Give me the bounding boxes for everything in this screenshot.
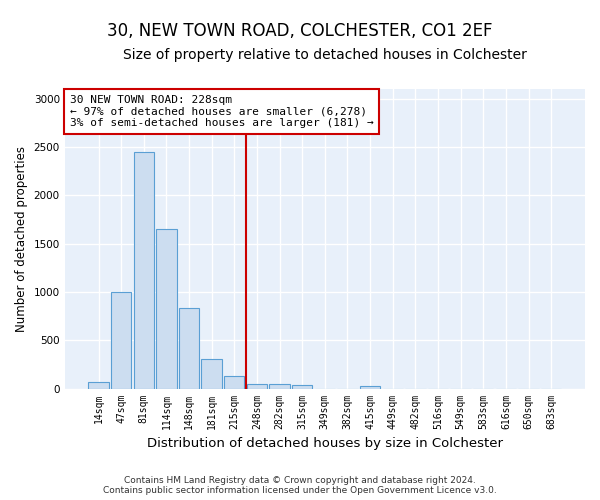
Bar — [88, 382, 109, 388]
Bar — [269, 384, 290, 388]
Text: Contains HM Land Registry data © Crown copyright and database right 2024.
Contai: Contains HM Land Registry data © Crown c… — [103, 476, 497, 495]
Bar — [156, 229, 176, 388]
Y-axis label: Number of detached properties: Number of detached properties — [15, 146, 28, 332]
Bar — [292, 384, 313, 388]
Bar — [179, 308, 199, 388]
Bar — [111, 292, 131, 388]
Bar — [202, 358, 222, 388]
Bar — [224, 376, 244, 388]
Text: 30, NEW TOWN ROAD, COLCHESTER, CO1 2EF: 30, NEW TOWN ROAD, COLCHESTER, CO1 2EF — [107, 22, 493, 40]
Title: Size of property relative to detached houses in Colchester: Size of property relative to detached ho… — [123, 48, 527, 62]
Bar — [134, 152, 154, 388]
Text: 30 NEW TOWN ROAD: 228sqm
← 97% of detached houses are smaller (6,278)
3% of semi: 30 NEW TOWN ROAD: 228sqm ← 97% of detach… — [70, 95, 374, 128]
Bar — [360, 386, 380, 388]
X-axis label: Distribution of detached houses by size in Colchester: Distribution of detached houses by size … — [147, 437, 503, 450]
Bar — [247, 384, 267, 388]
